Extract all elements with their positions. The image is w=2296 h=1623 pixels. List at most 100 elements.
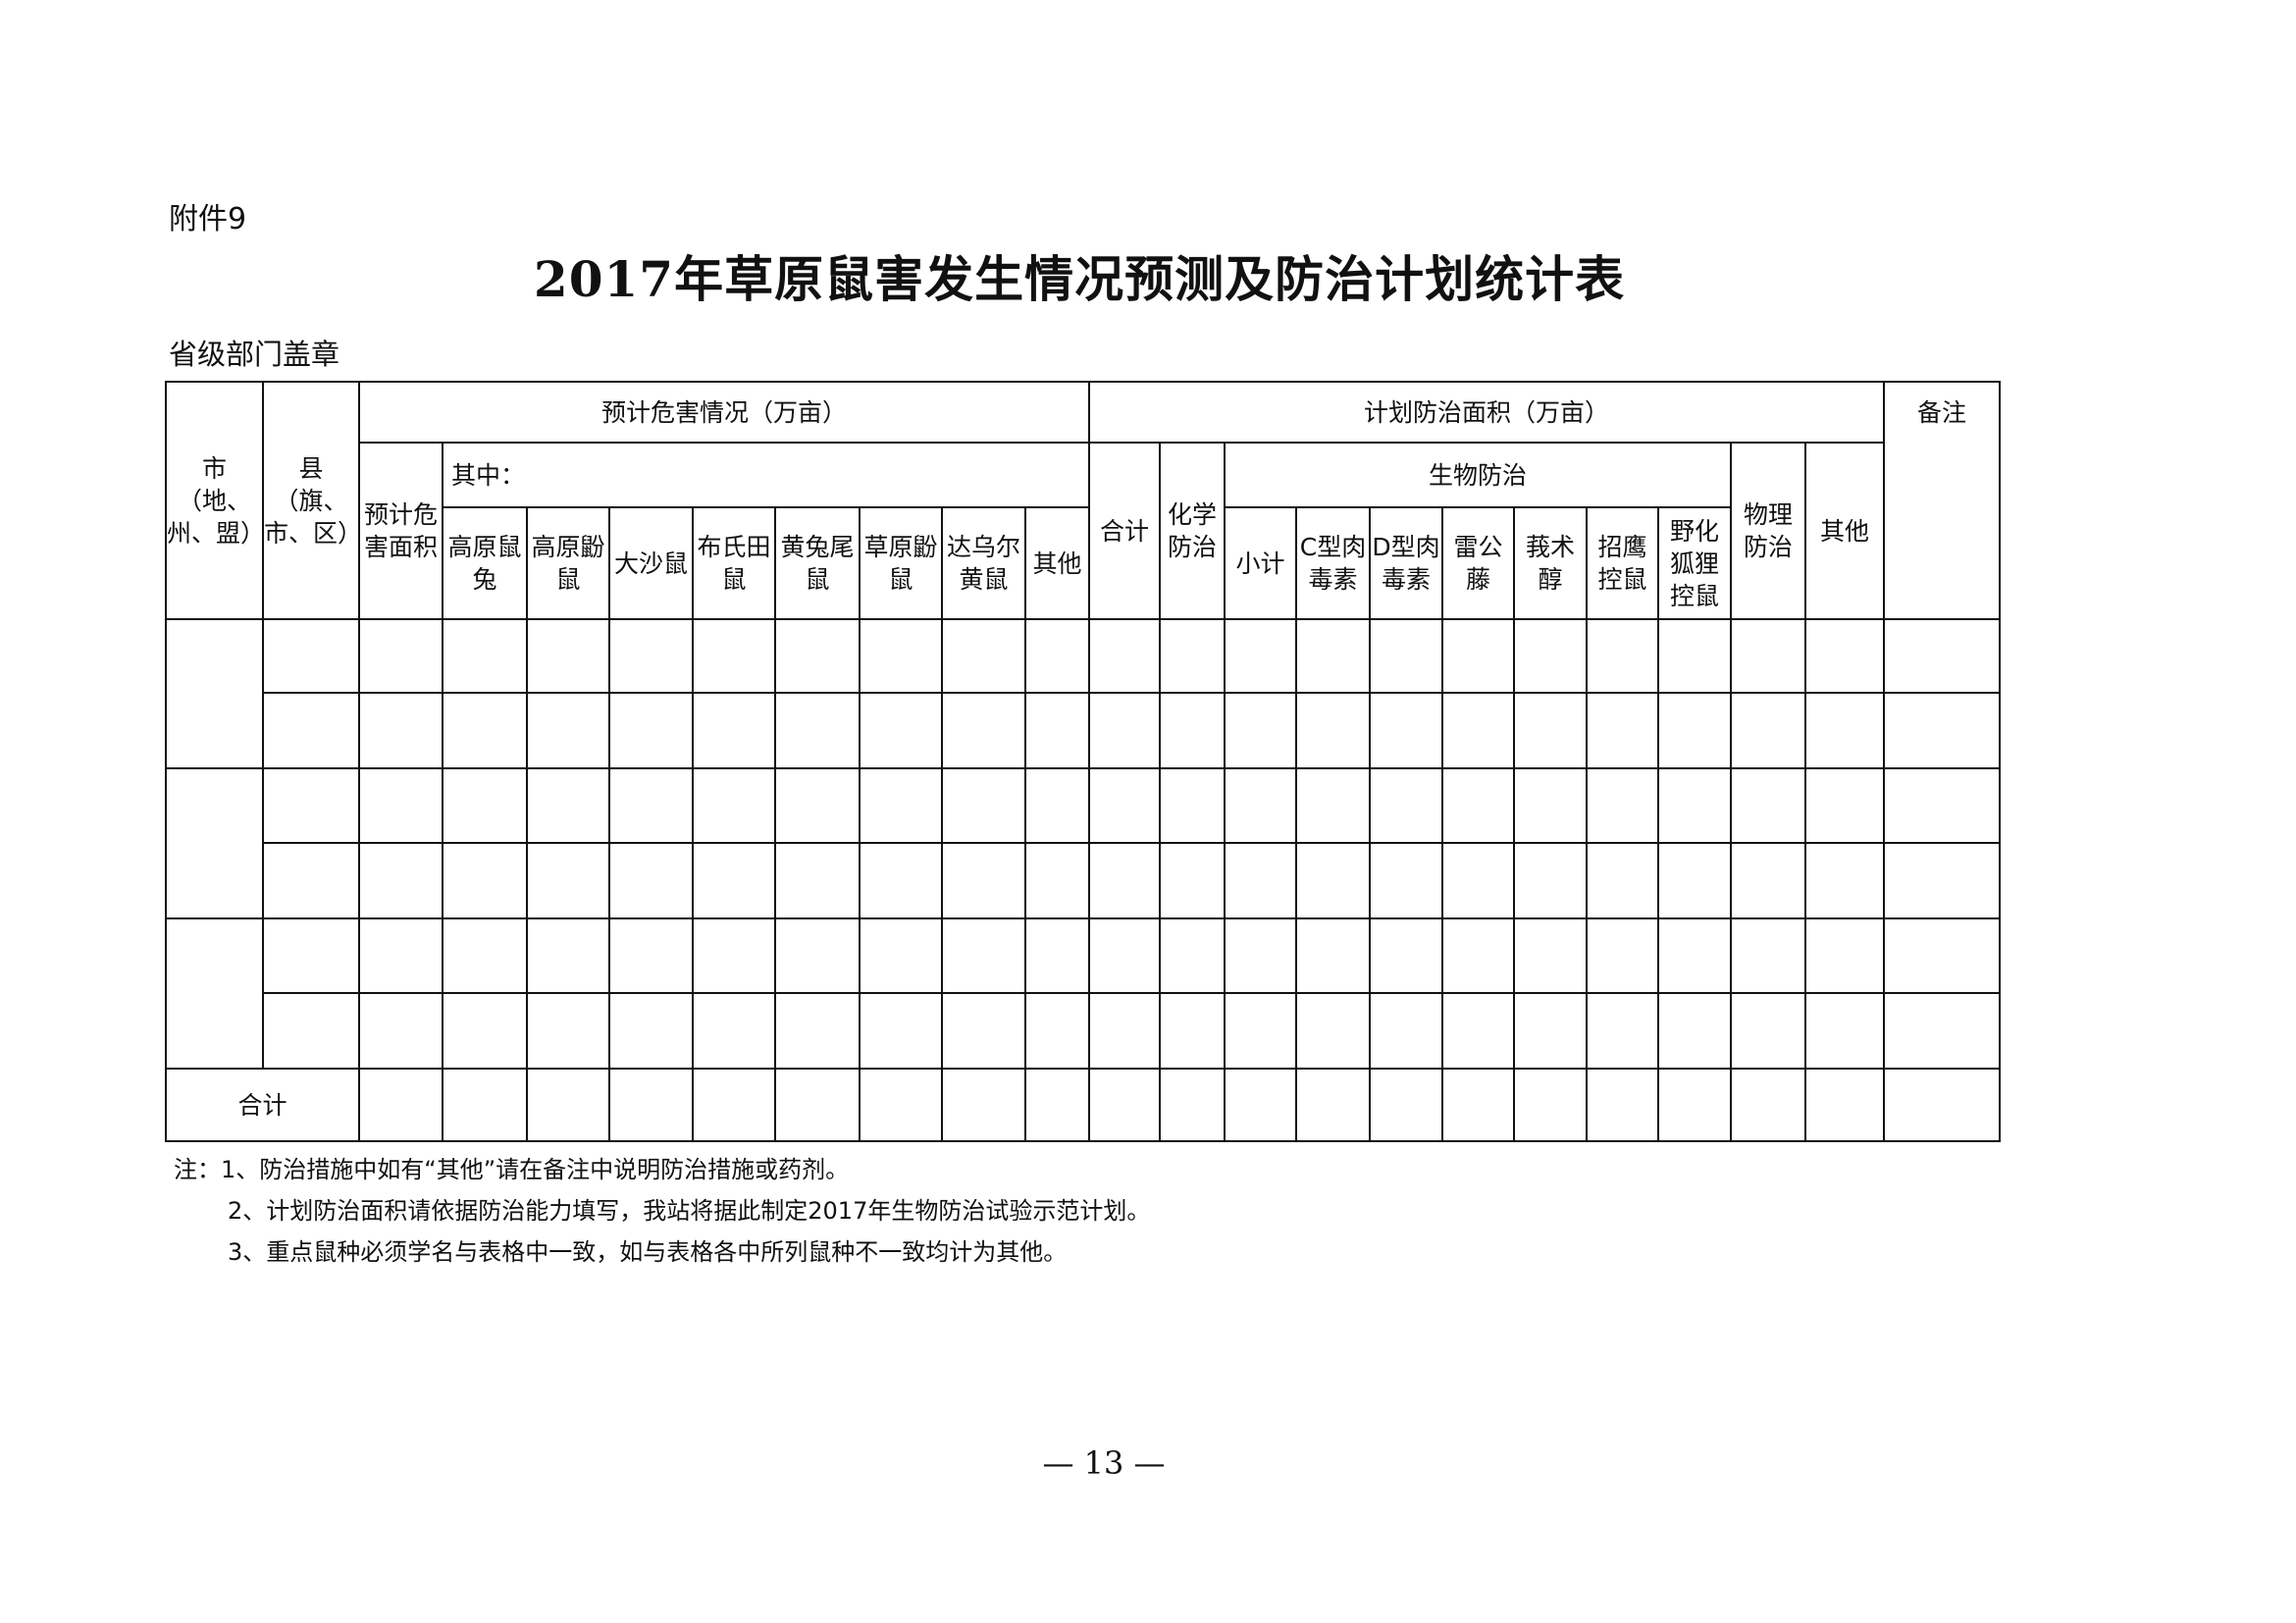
table-cell[interactable]: [1657, 618, 1733, 694]
table-cell[interactable]: [1295, 692, 1372, 769]
table-cell[interactable]: [1023, 618, 1091, 694]
table-cell[interactable]: [1023, 842, 1091, 919]
table-cell[interactable]: [1883, 992, 2002, 1070]
table-cell[interactable]: [526, 992, 610, 1070]
table-cell[interactable]: [1441, 917, 1516, 994]
table-cell[interactable]: [1295, 618, 1372, 694]
table-cell[interactable]: [1883, 618, 2002, 694]
total-cell[interactable]: [1224, 1068, 1298, 1142]
table-cell[interactable]: [165, 767, 264, 919]
table-cell[interactable]: [1657, 842, 1733, 919]
table-cell[interactable]: [1295, 842, 1372, 919]
total-cell[interactable]: [1586, 1068, 1660, 1142]
table-cell[interactable]: [262, 692, 360, 769]
table-cell[interactable]: [941, 767, 1026, 844]
table-cell[interactable]: [1513, 992, 1589, 1070]
table-cell[interactable]: [1730, 767, 1807, 844]
total-cell[interactable]: [1883, 1068, 2002, 1142]
table-cell[interactable]: [1369, 917, 1444, 994]
total-cell[interactable]: [608, 1068, 694, 1142]
table-cell[interactable]: [1224, 767, 1298, 844]
table-cell[interactable]: [358, 692, 444, 769]
total-cell[interactable]: [1159, 1068, 1226, 1142]
table-cell[interactable]: [1295, 767, 1372, 844]
table-cell[interactable]: [1657, 692, 1733, 769]
table-cell[interactable]: [1513, 842, 1589, 919]
table-cell[interactable]: [1088, 767, 1162, 844]
table-cell[interactable]: [692, 992, 776, 1070]
table-cell[interactable]: [608, 618, 694, 694]
table-cell[interactable]: [1088, 692, 1162, 769]
table-cell[interactable]: [1730, 692, 1807, 769]
table-cell[interactable]: [1295, 992, 1372, 1070]
table-cell[interactable]: [358, 842, 444, 919]
table-cell[interactable]: [692, 692, 776, 769]
table-cell[interactable]: [1159, 767, 1226, 844]
table-cell[interactable]: [1159, 842, 1226, 919]
table-cell[interactable]: [692, 618, 776, 694]
table-cell[interactable]: [1023, 917, 1091, 994]
table-cell[interactable]: [859, 917, 943, 994]
table-cell[interactable]: [941, 842, 1026, 919]
table-cell[interactable]: [692, 917, 776, 994]
table-cell[interactable]: [1295, 917, 1372, 994]
table-cell[interactable]: [1369, 692, 1444, 769]
total-cell[interactable]: [526, 1068, 610, 1142]
table-cell[interactable]: [1586, 992, 1660, 1070]
table-cell[interactable]: [1513, 618, 1589, 694]
table-cell[interactable]: [608, 842, 694, 919]
table-cell[interactable]: [1023, 692, 1091, 769]
table-cell[interactable]: [1023, 992, 1091, 1070]
table-cell[interactable]: [608, 692, 694, 769]
table-cell[interactable]: [1369, 842, 1444, 919]
table-cell[interactable]: [1586, 917, 1660, 994]
table-cell[interactable]: [358, 992, 444, 1070]
table-cell[interactable]: [1159, 692, 1226, 769]
table-cell[interactable]: [692, 842, 776, 919]
table-cell[interactable]: [1657, 767, 1733, 844]
table-cell[interactable]: [1088, 992, 1162, 1070]
table-cell[interactable]: [1730, 618, 1807, 694]
table-cell[interactable]: [1804, 917, 1886, 994]
table-cell[interactable]: [165, 618, 264, 769]
table-cell[interactable]: [1883, 692, 2002, 769]
total-cell[interactable]: [692, 1068, 776, 1142]
table-cell[interactable]: [692, 767, 776, 844]
table-cell[interactable]: [1586, 692, 1660, 769]
table-cell[interactable]: [608, 992, 694, 1070]
table-cell[interactable]: [1657, 992, 1733, 1070]
table-cell[interactable]: [1804, 842, 1886, 919]
table-cell[interactable]: [1804, 992, 1886, 1070]
total-cell[interactable]: [358, 1068, 444, 1142]
total-cell[interactable]: [941, 1068, 1026, 1142]
table-cell[interactable]: [774, 618, 861, 694]
table-cell[interactable]: [1883, 842, 2002, 919]
total-cell[interactable]: [1657, 1068, 1733, 1142]
total-cell[interactable]: [442, 1068, 528, 1142]
table-cell[interactable]: [1023, 767, 1091, 844]
total-cell[interactable]: [1369, 1068, 1444, 1142]
total-cell[interactable]: [1804, 1068, 1886, 1142]
total-cell[interactable]: [774, 1068, 861, 1142]
table-cell[interactable]: [1369, 618, 1444, 694]
table-cell[interactable]: [1159, 618, 1226, 694]
total-cell[interactable]: [1088, 1068, 1162, 1142]
table-cell[interactable]: [526, 842, 610, 919]
table-cell[interactable]: [774, 767, 861, 844]
table-cell[interactable]: [1804, 767, 1886, 844]
table-cell[interactable]: [1586, 842, 1660, 919]
table-cell[interactable]: [1883, 917, 2002, 994]
table-cell[interactable]: [442, 692, 528, 769]
table-cell[interactable]: [1441, 692, 1516, 769]
table-cell[interactable]: [1224, 917, 1298, 994]
table-cell[interactable]: [1369, 992, 1444, 1070]
total-cell[interactable]: [1023, 1068, 1091, 1142]
table-cell[interactable]: [608, 917, 694, 994]
table-cell[interactable]: [859, 992, 943, 1070]
table-cell[interactable]: [1224, 842, 1298, 919]
table-cell[interactable]: [1441, 842, 1516, 919]
table-cell[interactable]: [442, 917, 528, 994]
table-cell[interactable]: [358, 767, 444, 844]
table-cell[interactable]: [1441, 992, 1516, 1070]
table-cell[interactable]: [526, 767, 610, 844]
